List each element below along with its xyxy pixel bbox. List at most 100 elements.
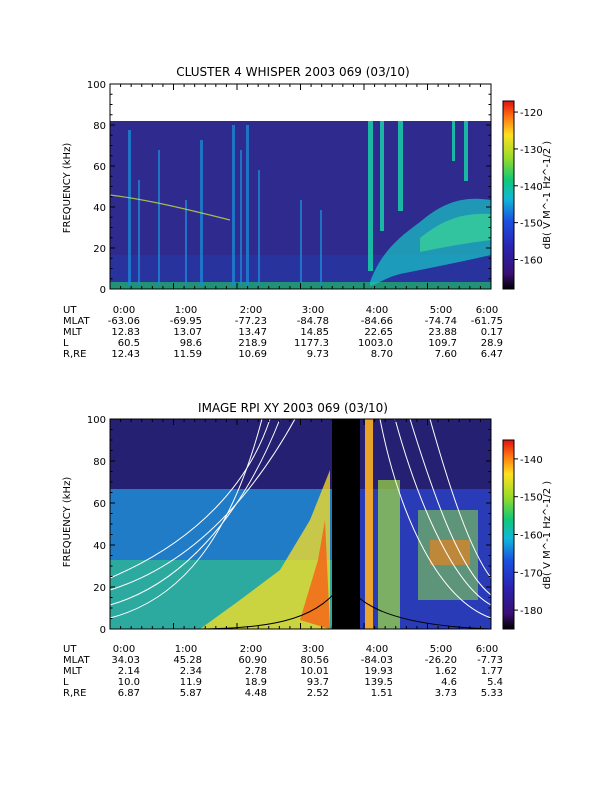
ephemeris-value: 3:00: [302, 305, 324, 316]
ephemeris-value: 3.73: [435, 688, 457, 699]
ephemeris-value: 2.78: [245, 666, 267, 677]
colorbar-tick-label: -160: [520, 256, 543, 267]
y-tick-label: 20: [93, 583, 106, 594]
panel2-title: IMAGE RPI XY 2003 069 (03/10): [198, 401, 388, 415]
ephemeris-row-label: R,RE: [63, 688, 86, 699]
panel1-colorbar-label: dB( V M^-1 Hz^-1/2 ): [542, 141, 553, 249]
ephemeris-value: 2.14: [118, 666, 140, 677]
panel1-title: CLUSTER 4 WHISPER 2003 069 (03/10): [176, 65, 409, 79]
y-tick-label: 60: [93, 162, 106, 173]
ephemeris-value: 6:00: [476, 305, 498, 316]
ephemeris-value: 93.7: [307, 677, 329, 688]
ephemeris-value: 9.73: [307, 349, 329, 360]
colorbar-tick-label: -180: [520, 606, 543, 617]
colorbar-tick-label: -140: [520, 455, 543, 466]
panel2-y-label: FREQUENCY (kHz): [62, 477, 73, 568]
ephemeris-value: 10.01: [300, 666, 329, 677]
ephemeris-value: 13.47: [238, 327, 267, 338]
ephemeris-value: 12.43: [111, 349, 140, 360]
ephemeris-value: 5.87: [180, 688, 202, 699]
ephemeris-value: 6.87: [118, 688, 140, 699]
ephemeris-value: -26.20: [425, 655, 457, 666]
ephemeris-value: 18.9: [245, 677, 267, 688]
ephemeris-value: 19.93: [364, 666, 393, 677]
panel1-y-label: FREQUENCY (kHz): [62, 143, 73, 234]
ephemeris-value: 1:00: [175, 644, 197, 655]
ephemeris-value: 218.9: [238, 338, 267, 349]
panel1-spectrogram: [109, 121, 491, 289]
ephemeris-row-label: MLAT: [63, 316, 90, 327]
panel2-colorbar: [503, 440, 514, 629]
ephemeris-value: 1:00: [175, 305, 197, 316]
ephemeris-value: -77.23: [235, 316, 267, 327]
colorbar-tick-label: -120: [520, 108, 543, 119]
colorbar-tick-label: -160: [520, 531, 543, 542]
ephemeris-value: -84.66: [361, 316, 393, 327]
colorbar-frame: [502, 100, 515, 290]
ephemeris-value: 13.07: [173, 327, 202, 338]
ephemeris-value: -74.74: [425, 316, 457, 327]
ephemeris-row-label: UT: [63, 305, 77, 316]
ephemeris-row-label: MLAT: [63, 655, 90, 666]
panel2-ephemeris: UT 0:00 1:00 2:00 3:00 4:00 5:00 6:00 MLAT 34.03 4…: [63, 644, 503, 699]
colorbar-tick-label: -150: [520, 493, 543, 504]
ephemeris-value: -7.73: [477, 655, 503, 666]
panel2-spectrogram: [109, 418, 492, 630]
ephemeris-value: 5:00: [430, 305, 452, 316]
ephemeris-value: 3:00: [302, 644, 324, 655]
y-tick-label: 40: [93, 203, 106, 214]
ephemeris-value: 98.6: [180, 338, 202, 349]
colorbar-tick-label: -150: [520, 219, 543, 230]
ephemeris-value: 2.52: [307, 688, 329, 699]
panel2-y-axis: 0 20 40 60 80 100: [87, 415, 491, 636]
y-tick-label: 20: [93, 244, 106, 255]
y-tick-label: 0: [100, 285, 106, 296]
panel1-colorbar: [503, 101, 514, 289]
ephemeris-row-label: MLT: [63, 327, 83, 338]
ephemeris-row-label: MLT: [63, 666, 83, 677]
ephemeris-value: 34.03: [111, 655, 140, 666]
ephemeris-value: 2:00: [240, 644, 262, 655]
ephemeris-value: 12.83: [111, 327, 140, 338]
panel1-colorbar-ticks: -120 -130 -140 -150 -160: [502, 100, 543, 290]
ephemeris-value: 0.17: [481, 327, 503, 338]
panel2-cutoff-curves: [109, 418, 492, 619]
ephemeris-row-label: UT: [63, 644, 77, 655]
ephemeris-value: -69.95: [170, 316, 202, 327]
ephemeris-value: 10.0: [118, 677, 140, 688]
y-tick-label: 80: [93, 121, 106, 132]
ephemeris-value: 109.7: [428, 338, 457, 349]
ephemeris-value: 8.70: [371, 349, 393, 360]
y-tick-label: 40: [93, 541, 106, 552]
ephemeris-value: 4.48: [245, 688, 267, 699]
ephemeris-value: 1.62: [435, 666, 457, 677]
panel1-ephemeris: UT 0:00 1:00 2:00 3:00 4:00 5:00 6:00 MLAT -63.06…: [63, 305, 503, 360]
y-tick-label: 80: [93, 457, 106, 468]
ephemeris-value: -61.75: [471, 316, 503, 327]
panel1-x-axis: [109, 84, 492, 289]
panel1-y-axis: 0 20 40 60 80 100: [87, 80, 491, 296]
ephemeris-value: 22.65: [364, 327, 393, 338]
ephemeris-value: 1177.3: [294, 338, 329, 349]
ephemeris-value: 139.5: [364, 677, 393, 688]
ephemeris-value: 11.59: [173, 349, 202, 360]
ephemeris-value: 10.69: [238, 349, 267, 360]
ephemeris-value: 1.77: [481, 666, 503, 677]
ephemeris-value: 60.90: [238, 655, 267, 666]
panel-cluster-whisper: CLUSTER 4 WHISPER 2003 069 (03/10): [62, 65, 553, 360]
y-tick-label: 100: [87, 80, 106, 91]
ephemeris-value: -84.78: [297, 316, 329, 327]
panel-image-rpi: IMAGE RPI XY 2003 069 (03/10): [62, 401, 553, 699]
ephemeris-value: 4:00: [366, 644, 388, 655]
ephemeris-row-label: L: [63, 677, 69, 688]
colorbar-tick-label: -130: [520, 145, 543, 156]
ephemeris-value: 7.60: [435, 349, 457, 360]
colorbar-tick-label: -170: [520, 568, 543, 579]
ephemeris-value: 60.5: [118, 338, 140, 349]
ephemeris-value: 0:00: [113, 644, 135, 655]
ephemeris-value: 6:00: [476, 644, 498, 655]
ephemeris-row-label: L: [63, 338, 69, 349]
y-tick-label: 60: [93, 499, 106, 510]
ephemeris-value: 11.9: [180, 677, 202, 688]
